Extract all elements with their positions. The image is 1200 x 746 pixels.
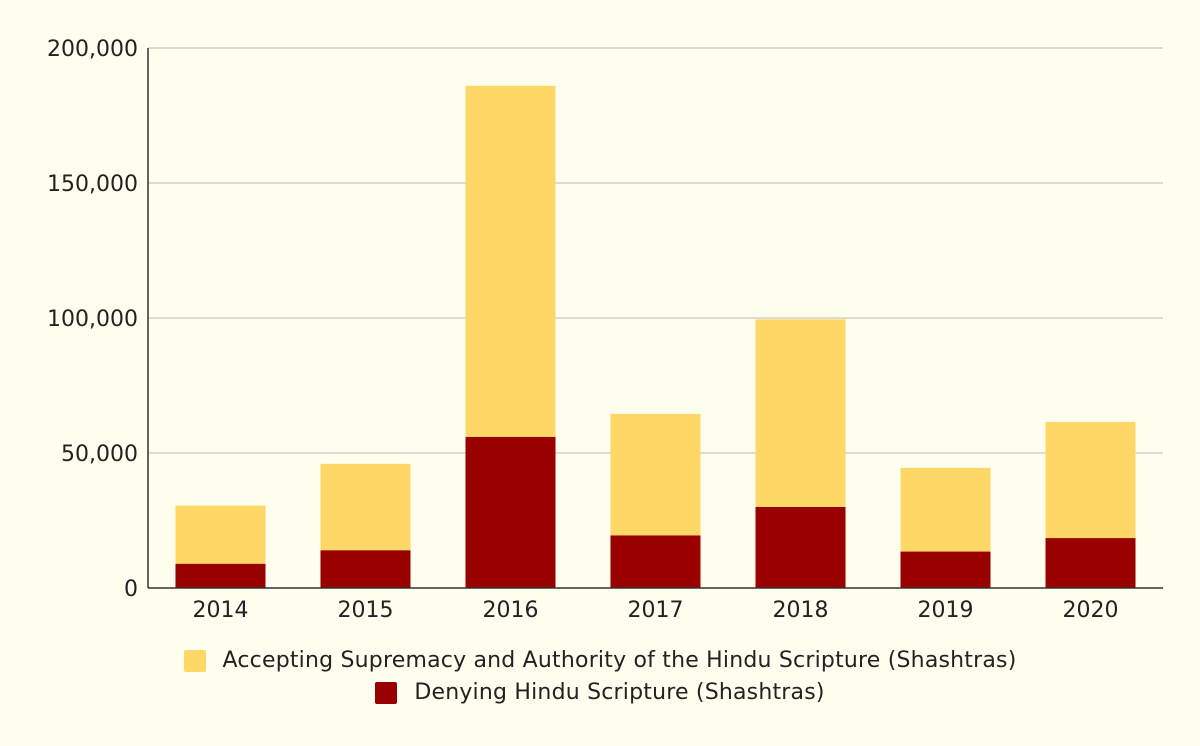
y-tick-label: 100,000 [47,307,138,332]
axes [147,48,1163,589]
bar-denying [900,551,991,588]
bars [175,85,1136,588]
x-tick-label: 2019 [918,598,974,623]
bar-denying [755,507,846,588]
bar-accepting [175,505,266,564]
y-tick-label: 0 [124,577,138,602]
x-tick-label: 2017 [628,598,684,623]
x-tick-label: 2018 [773,598,829,623]
x-tick-label: 2020 [1063,598,1119,623]
bar-accepting [610,413,701,536]
bar-accepting [465,85,556,437]
gridlines [148,47,1163,454]
bar-denying [320,550,411,588]
bar-accepting [755,319,846,507]
y-tick-label: 50,000 [61,442,138,467]
x-tick-label: 2016 [483,598,539,623]
y-axis-tick-labels: 0 50,000 100,000 150,000 200,000 [47,37,138,602]
bar-denying [1045,538,1136,588]
bar-denying [465,436,556,588]
x-tick-label: 2014 [193,598,249,623]
bar-denying [610,535,701,588]
y-tick-label: 150,000 [47,172,138,197]
x-tick-label: 2015 [338,598,394,623]
bar-accepting [1045,421,1136,539]
y-tick-label: 200,000 [47,37,138,62]
x-axis-tick-labels: 2014 2015 2016 2017 2018 2019 2020 [193,598,1119,623]
bar-accepting [900,467,991,552]
bar-denying [175,563,266,588]
bar-accepting [320,463,411,551]
